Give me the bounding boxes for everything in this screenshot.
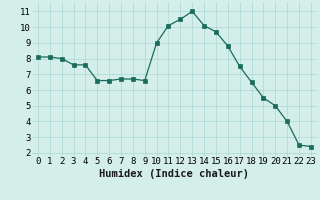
X-axis label: Humidex (Indice chaleur): Humidex (Indice chaleur) [100, 169, 249, 179]
